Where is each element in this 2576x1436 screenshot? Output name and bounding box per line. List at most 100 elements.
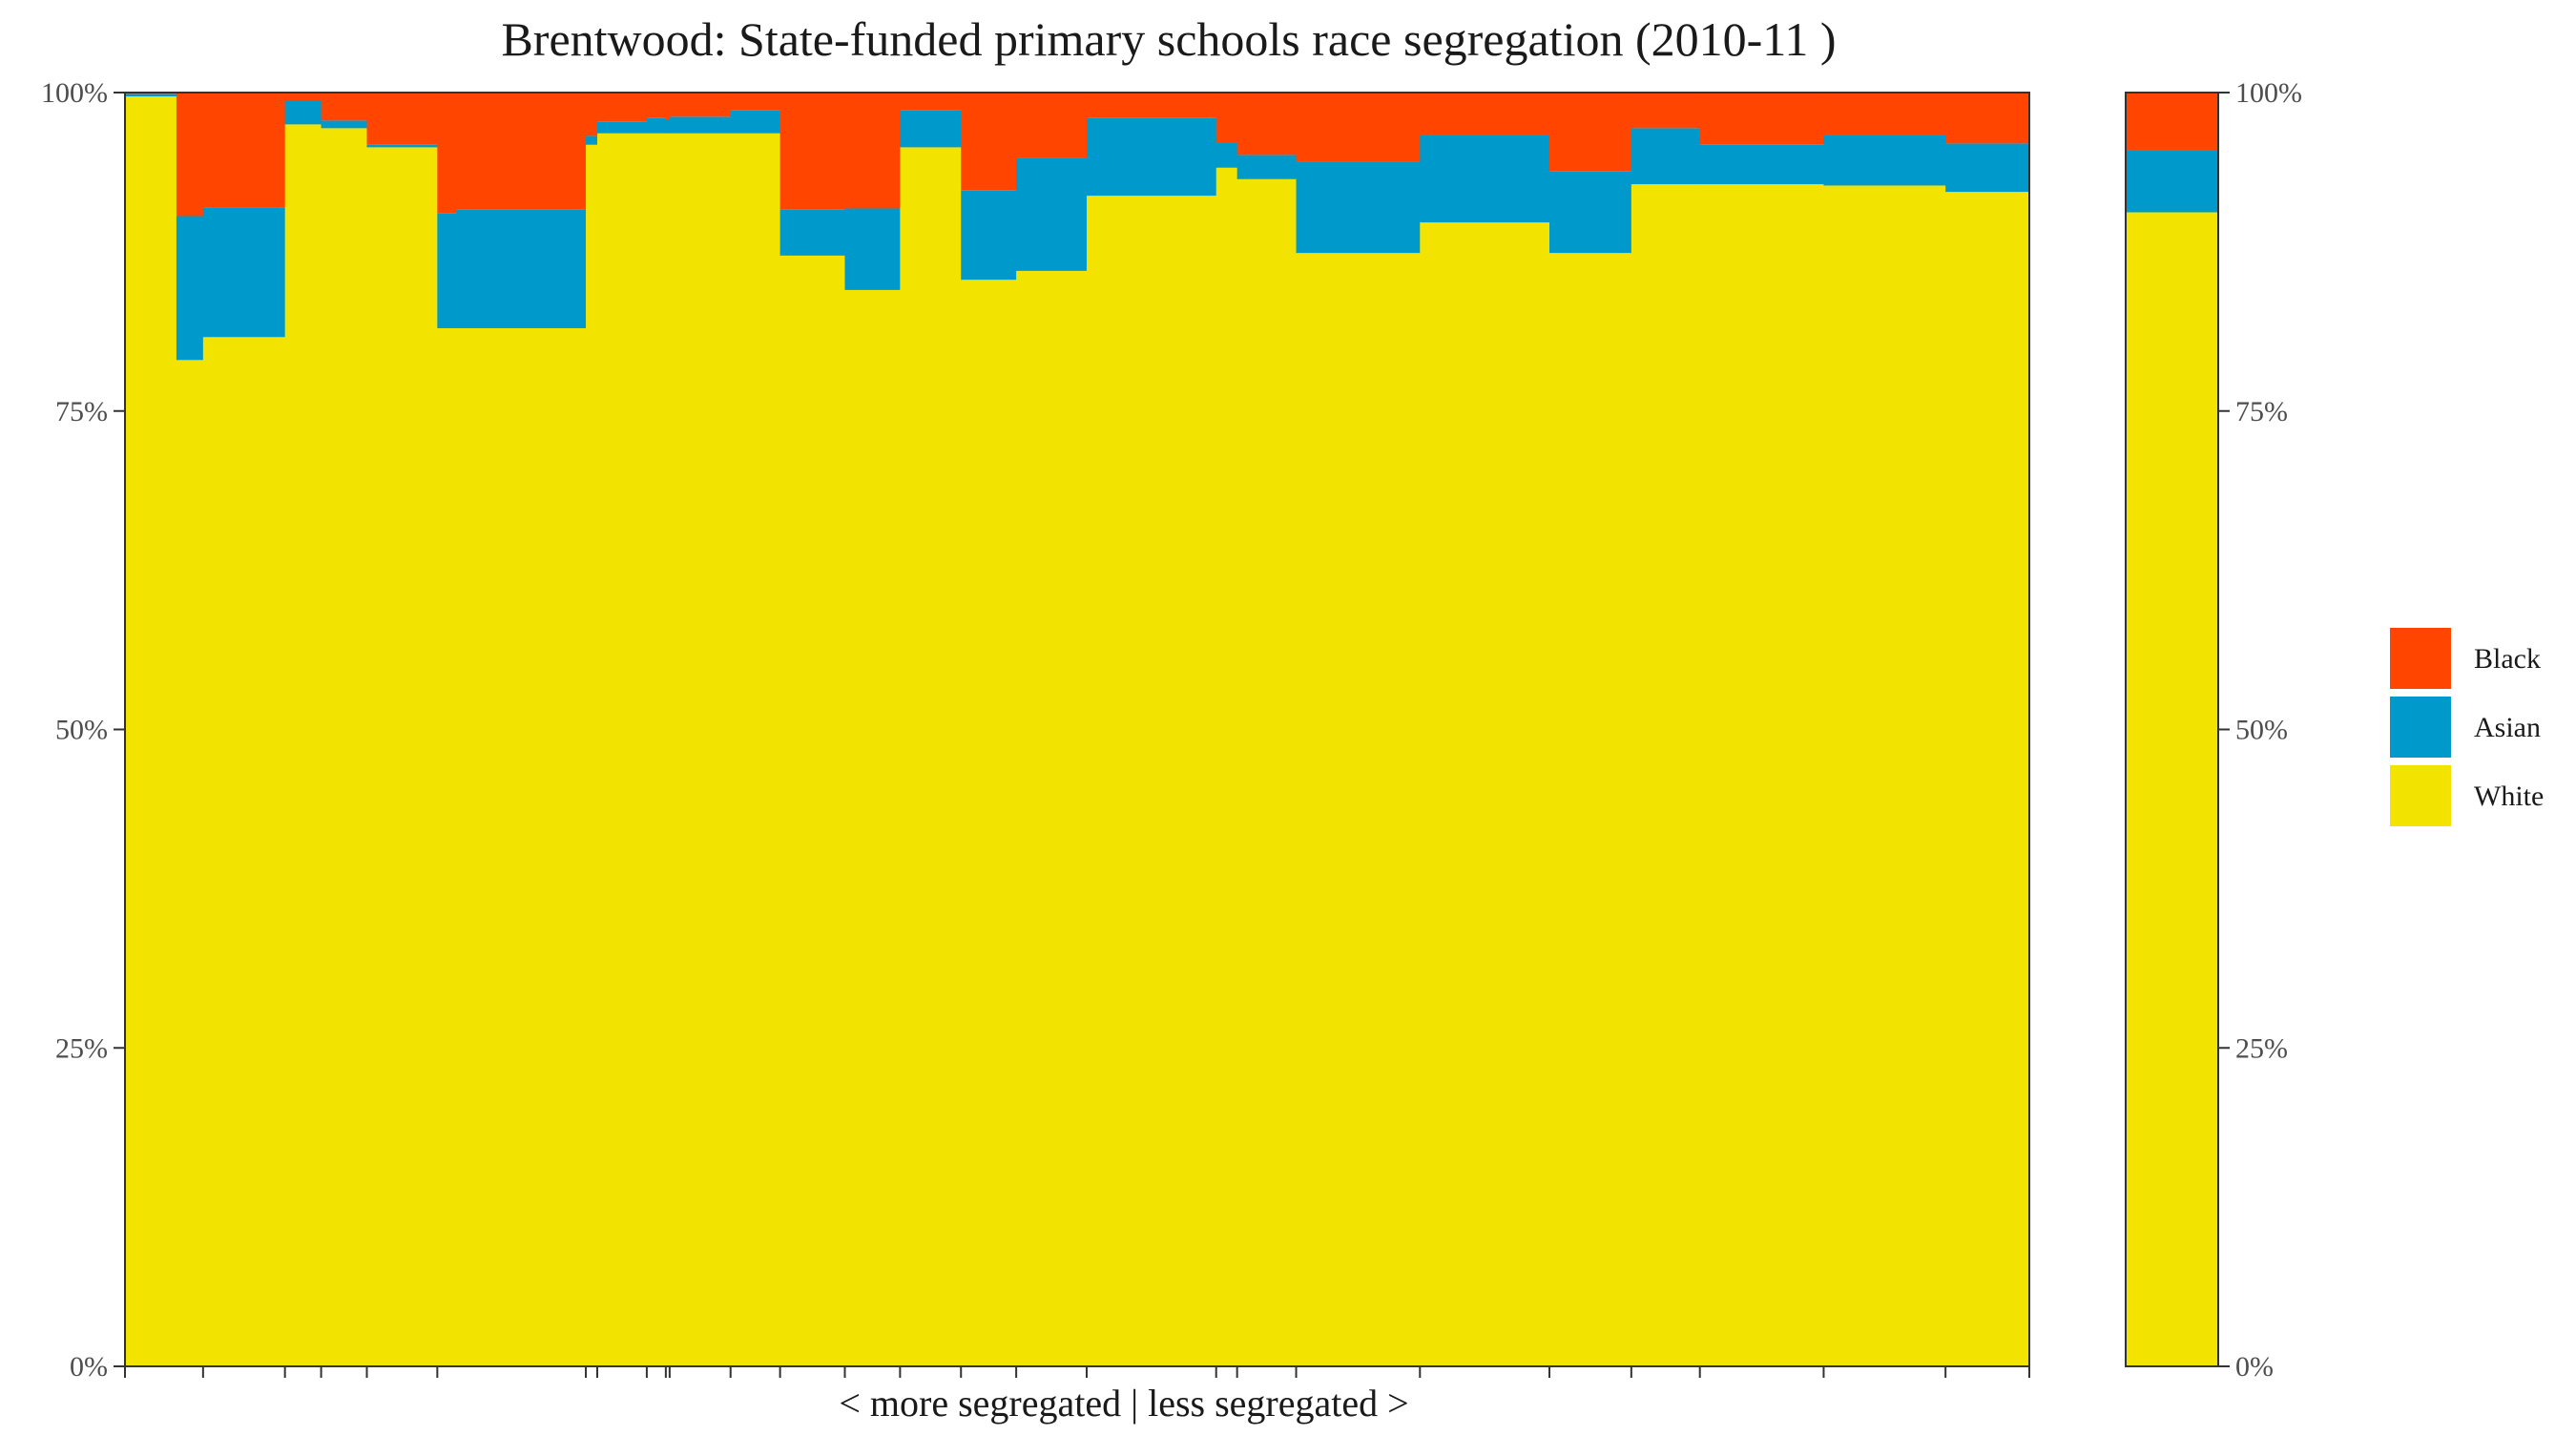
school-26-bar-black: [1631, 93, 1701, 129]
y-tick-label-left: 75%: [55, 396, 108, 427]
school-14-bar-black: [730, 93, 781, 111]
school-27-bar-asian: [1699, 144, 1825, 185]
legend-key-black: [2390, 628, 2451, 689]
y-tick-label-right: 100%: [2235, 77, 2302, 109]
school-25-bar-black: [1549, 93, 1632, 172]
y-tick-label-right: 25%: [2235, 1032, 2288, 1064]
x-axis: [124, 1366, 2030, 1378]
school-10-bar-white: [597, 133, 648, 1367]
school-8-bar-white: [456, 327, 587, 1367]
main-panel: [124, 92, 2030, 1367]
school-26-bar-white: [1631, 184, 1701, 1366]
school-11-bar-black: [646, 93, 667, 118]
chart-title: Brentwood: State-funded primary schools …: [501, 12, 1836, 66]
y-tick-label-left: 100%: [41, 77, 108, 109]
school-3-bar-black: [202, 93, 286, 208]
school-4-bar-white: [284, 124, 322, 1366]
school-2-bar-asian: [176, 216, 204, 361]
school-24-bar-asian: [1420, 135, 1550, 223]
y-tick-label-right: 50%: [2235, 715, 2288, 746]
school-15-bar-black: [779, 93, 846, 210]
school-28-bar-asian: [1823, 135, 1946, 186]
school-1-bar-white: [125, 96, 177, 1366]
overall-bar-asian: [2126, 150, 2219, 213]
school-1-bar-asian: [125, 94, 177, 97]
school-14-bar-asian: [730, 110, 781, 134]
school-7-bar-asian: [437, 213, 457, 328]
school-15-bar-asian: [779, 209, 846, 256]
school-27-bar-white: [1699, 184, 1825, 1366]
school-13-bar-black: [669, 93, 732, 117]
school-5-bar-asian: [321, 120, 368, 129]
school-13-bar-white: [669, 133, 732, 1367]
school-16-bar-white: [844, 289, 901, 1366]
school-25-bar-asian: [1549, 171, 1632, 254]
school-12-bar-asian: [665, 119, 671, 134]
school-15-bar-white: [779, 255, 846, 1366]
school-12-bar-black: [665, 93, 671, 120]
legend-key-white: [2390, 765, 2451, 826]
school-20-bar-black: [1086, 93, 1217, 118]
overall-bar-black: [2126, 93, 2219, 151]
legend-label-black: Black: [2474, 643, 2541, 675]
school-19-bar-white: [1016, 270, 1088, 1366]
school-6-bar-white: [366, 147, 438, 1366]
school-5-bar-black: [321, 93, 368, 121]
school-28-bar-black: [1823, 93, 1946, 135]
school-22-bar-asian: [1236, 155, 1298, 179]
legend-label-asian: Asian: [2474, 712, 2541, 743]
school-12-bar-white: [665, 133, 671, 1367]
school-7-bar-black: [437, 93, 457, 214]
school-16-bar-black: [844, 93, 901, 209]
school-13-bar-asian: [669, 116, 732, 134]
school-2-bar-black: [176, 93, 204, 217]
school-20-bar-asian: [1086, 117, 1217, 197]
school-23-bar-black: [1296, 93, 1421, 162]
school-16-bar-asian: [844, 208, 901, 290]
school-18-bar-white: [961, 280, 1017, 1366]
school-7-bar-white: [437, 327, 457, 1367]
school-3-bar-asian: [202, 207, 286, 338]
y-tick-label-left: 50%: [55, 715, 108, 746]
school-22-bar-black: [1236, 93, 1298, 156]
school-24-bar-black: [1420, 93, 1550, 135]
school-5-bar-white: [321, 128, 368, 1366]
school-18-bar-black: [961, 93, 1017, 191]
y-axis-left: 0% 25% 50% 75% 100%: [41, 77, 125, 1383]
school-21-bar-black: [1215, 93, 1238, 143]
school-25-bar-white: [1549, 253, 1632, 1367]
y-tick-label-right: 0%: [2235, 1351, 2274, 1383]
legend-key-asian: [2390, 697, 2451, 758]
school-8-bar-black: [456, 93, 587, 210]
school-29-bar-asian: [1945, 143, 2030, 193]
school-22-bar-white: [1236, 178, 1298, 1366]
school-26-bar-asian: [1631, 128, 1701, 185]
school-19-bar-black: [1016, 93, 1088, 158]
school-9-bar-asian: [586, 135, 598, 145]
school-17-bar-white: [900, 147, 962, 1366]
school-29-bar-black: [1945, 93, 2030, 144]
school-8-bar-asian: [456, 209, 587, 328]
overall-panel: [2125, 92, 2219, 1367]
y-tick-label-right: 75%: [2235, 396, 2288, 427]
school-10-bar-black: [597, 93, 648, 122]
school-21-bar-asian: [1215, 142, 1238, 168]
school-3-bar-white: [202, 337, 286, 1366]
school-23-bar-asian: [1296, 161, 1421, 254]
school-19-bar-asian: [1016, 157, 1088, 271]
y-tick-label-left: 25%: [55, 1032, 108, 1064]
school-20-bar-white: [1086, 196, 1217, 1366]
school-6-bar-black: [366, 93, 438, 145]
school-28-bar-white: [1823, 185, 1946, 1367]
school-6-bar-asian: [366, 144, 438, 148]
school-27-bar-black: [1699, 93, 1825, 145]
school-18-bar-asian: [961, 190, 1017, 281]
school-9-bar-black: [586, 93, 598, 136]
x-axis-label: < more segregated | less segregated >: [839, 1382, 1408, 1425]
school-10-bar-asian: [597, 121, 648, 134]
school-9-bar-white: [586, 144, 598, 1367]
school-14-bar-white: [730, 133, 781, 1367]
y-axis-right: 0% 25% 50% 75% 100%: [2218, 77, 2302, 1383]
